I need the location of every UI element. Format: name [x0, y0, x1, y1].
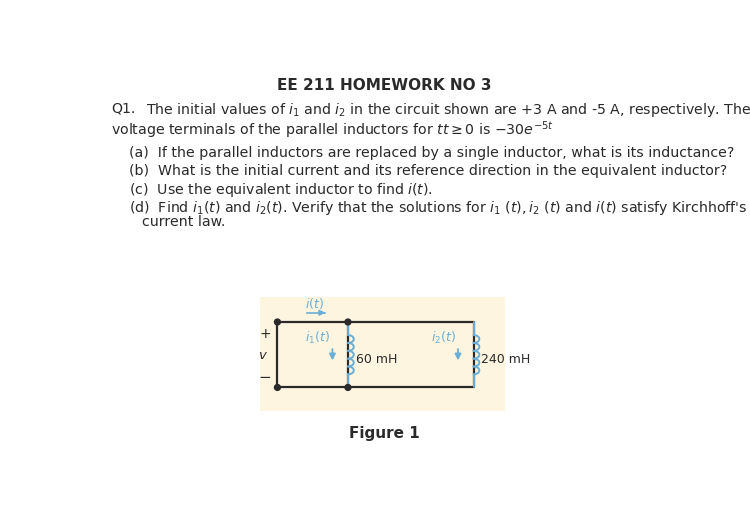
Text: +: +: [260, 326, 272, 340]
Text: $i_2(t)$: $i_2(t)$: [430, 330, 456, 346]
Text: voltage terminals of the parallel inductors for $tt \geq 0$ is $-30e^{-5t}$: voltage terminals of the parallel induct…: [111, 119, 554, 140]
Text: current law.: current law.: [142, 215, 225, 229]
Text: −: −: [259, 370, 272, 384]
Text: (a)  If the parallel inductors are replaced by a single inductor, what is its in: (a) If the parallel inductors are replac…: [130, 146, 735, 160]
Circle shape: [274, 385, 280, 390]
Text: $i(t)$: $i(t)$: [305, 296, 324, 311]
Text: $v$: $v$: [258, 349, 268, 361]
Bar: [260, 298, 505, 411]
Text: 60 mH: 60 mH: [356, 352, 397, 365]
Text: (d)  Find $i_1(t)$ and $i_2(t)$. Verify that the solutions for $i_1$ $(t),i_2$ $: (d) Find $i_1(t)$ and $i_2(t)$. Verify t…: [130, 199, 748, 217]
Text: Q1.: Q1.: [111, 101, 135, 115]
Text: The initial values of $i_1$ and $i_2$ in the circuit shown are +3 A and -5 A, re: The initial values of $i_1$ and $i_2$ in…: [146, 101, 750, 119]
Text: Figure 1: Figure 1: [349, 426, 420, 440]
Text: (b)  What is the initial current and its reference direction in the equivalent i: (b) What is the initial current and its …: [130, 163, 728, 177]
Text: $i_1(t)$: $i_1(t)$: [305, 330, 330, 346]
Text: (c)  Use the equivalent inductor to find $i(t)$.: (c) Use the equivalent inductor to find …: [130, 181, 434, 199]
Circle shape: [345, 385, 351, 390]
Circle shape: [345, 320, 351, 325]
Text: 240 mH: 240 mH: [482, 352, 530, 365]
Text: EE 211 HOMEWORK NO 3: EE 211 HOMEWORK NO 3: [278, 78, 492, 93]
Circle shape: [274, 320, 280, 325]
